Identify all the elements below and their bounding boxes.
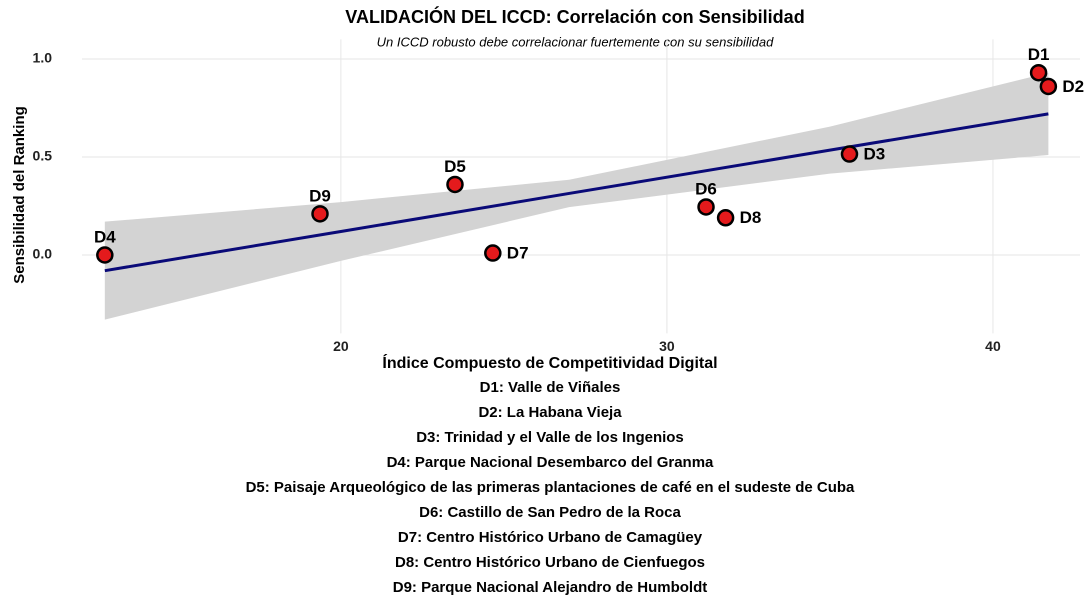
x-axis-label: Índice Compuesto de Competitividad Digit… [382,353,717,372]
point-label: D5 [444,157,466,176]
point [697,198,715,216]
point [716,209,735,227]
point [1039,77,1058,96]
caption-line: D6: Castillo de San Pedro de la Roca [419,504,681,521]
point-label: D6 [695,179,717,198]
y-tick-label: 0.0 [33,246,53,262]
caption-line: D7: Centro Histórico Urbano de Camagüey [398,529,703,546]
point [1029,63,1048,82]
point [311,205,329,223]
point-label: D3 [863,145,885,164]
caption-line: D9: Parque Nacional Alejandro de Humbold… [393,579,708,596]
point-label: D8 [740,208,762,227]
y-tick-label: 0.5 [33,148,53,164]
point-label: D2 [1062,77,1084,96]
point [96,246,114,264]
chart-subtitle: Un ICCD robusto debe correlacionar fuert… [377,34,774,49]
point [484,244,502,262]
confidence-band [104,72,1049,320]
caption-line: D1: Valle de Viñales [480,379,621,396]
point-label: D4 [94,227,116,246]
x-tick-label: 20 [333,338,349,354]
caption-line: D5: Paisaje Arqueológico de las primeras… [246,479,855,496]
caption-line: D2: La Habana Vieja [478,404,622,421]
caption-line: D8: Centro Histórico Urbano de Cienfuego… [395,554,705,571]
point-label: D9 [309,186,331,205]
y-axis-label: Sensibilidad del Ranking [11,106,28,284]
x-tick-label: 30 [659,338,675,354]
point [446,175,464,194]
caption-line: D4: Parque Nacional Desembarco del Granm… [387,454,714,471]
x-tick-label: 40 [985,338,1001,354]
point-label: D7 [507,244,529,263]
fit-line [104,112,1049,273]
point-label: D1 [1028,45,1050,64]
chart-title: VALIDACIÓN DEL ICCD: Correlación con Sen… [345,6,804,27]
y-tick-label: 1.0 [33,50,53,66]
point [840,145,859,163]
caption-line: D3: Trinidad y el Valle de los Ingenios [416,429,684,446]
